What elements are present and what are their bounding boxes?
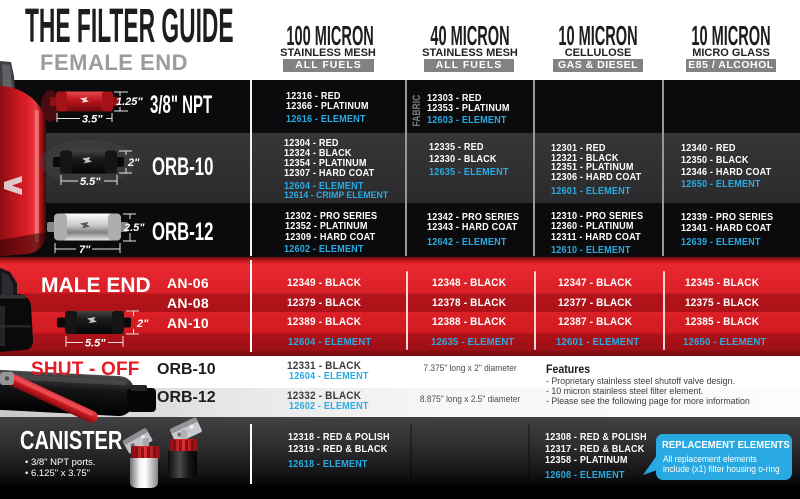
svg-text:1.25": 1.25" <box>116 96 143 108</box>
svg-text:2": 2" <box>127 157 140 169</box>
svg-text:7": 7" <box>79 244 91 256</box>
svg-text:3.5": 3.5" <box>82 114 103 126</box>
svg-text:2": 2" <box>136 318 149 330</box>
svg-text:5.5": 5.5" <box>85 338 106 350</box>
svg-text:2.5": 2.5" <box>123 222 145 234</box>
svg-text:5.5": 5.5" <box>80 176 101 188</box>
